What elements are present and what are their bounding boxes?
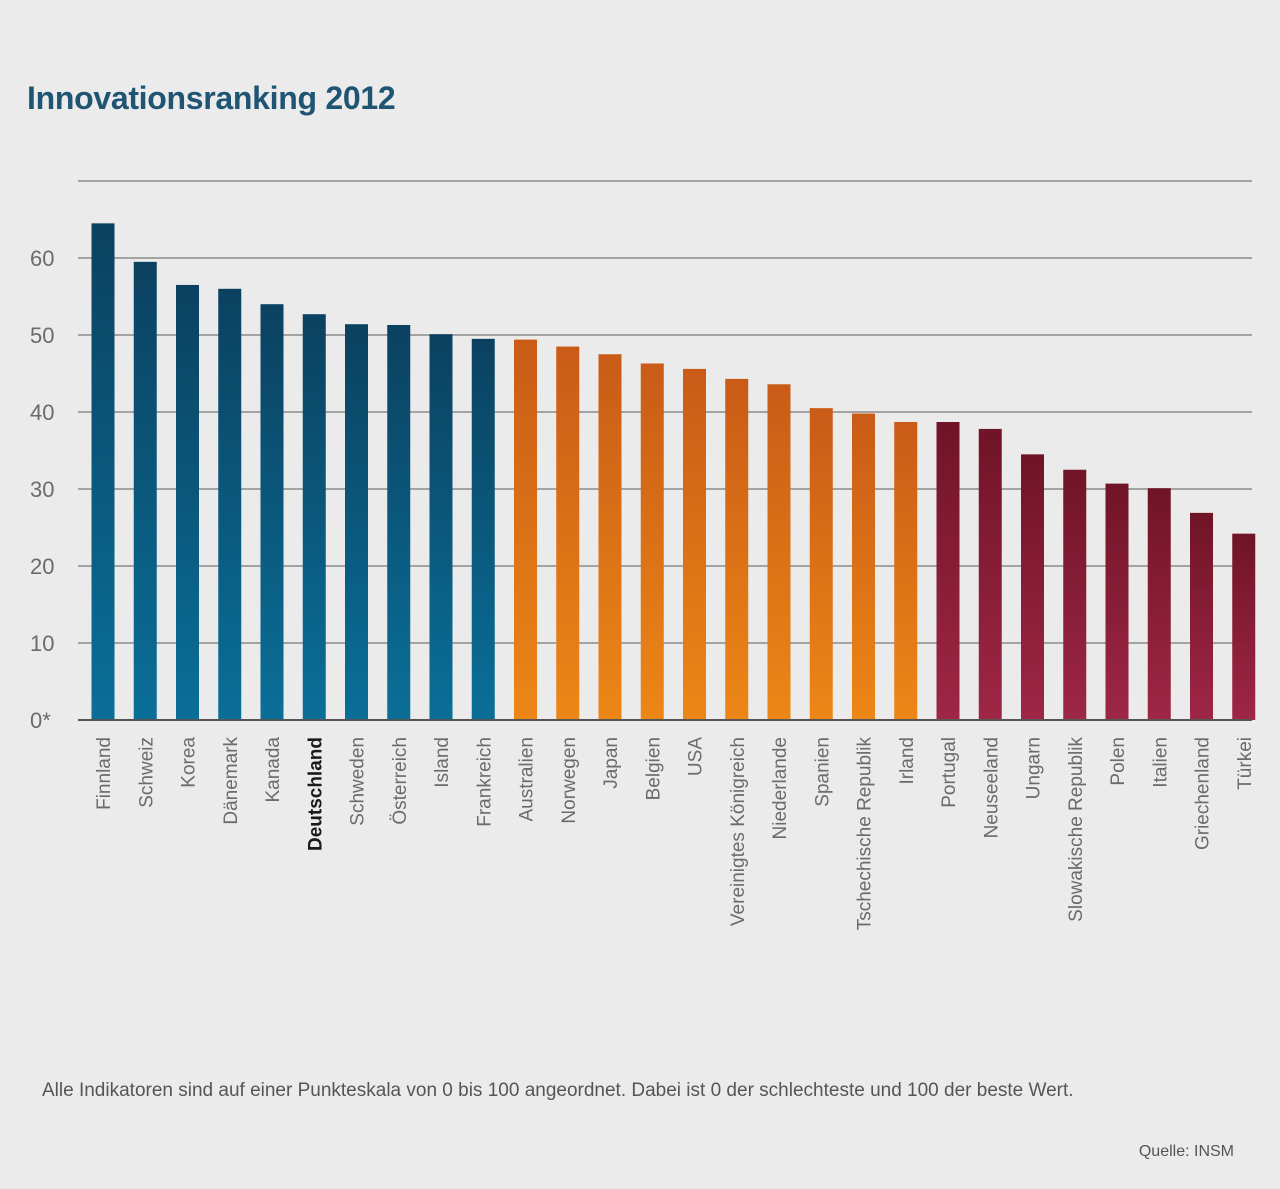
x-tick-label: Schweden bbox=[348, 737, 369, 826]
x-tick-label: Kanada bbox=[263, 737, 284, 803]
bar-belgien bbox=[640, 363, 664, 720]
bars bbox=[91, 223, 1256, 720]
x-tick-label: Australien bbox=[517, 737, 538, 822]
bar-niederlande bbox=[767, 384, 791, 720]
x-tick-label: Italien bbox=[1150, 737, 1171, 788]
bar-portugal bbox=[936, 422, 960, 720]
x-tick-label: Griechenland bbox=[1193, 737, 1214, 850]
bar-chart: 0* 10 20 30 40 50 60 Finnland Schweiz Korea Dänem… bbox=[30, 180, 1256, 931]
bar-korea bbox=[176, 284, 199, 720]
x-tick-label: Frankreich bbox=[474, 737, 495, 827]
bar-dänemark bbox=[218, 288, 242, 720]
bar-österreich bbox=[387, 324, 411, 720]
x-tick-label: Portugal bbox=[939, 737, 960, 808]
bar-ungarn bbox=[1021, 454, 1044, 720]
bar-irland bbox=[894, 422, 918, 720]
bar-kanada bbox=[260, 304, 284, 720]
y-tick-label: 60 bbox=[30, 246, 54, 271]
x-tick-label: USA bbox=[686, 737, 707, 776]
x-axis-labels: Finnland Schweiz Korea Dänemark Kanada Deutsc… bbox=[94, 737, 1256, 931]
x-tick-label: Ungarn bbox=[1024, 737, 1045, 799]
x-tick-label: Türkei bbox=[1235, 737, 1256, 790]
x-tick-label: Slowakische Republik bbox=[1066, 737, 1087, 922]
bar-türkei bbox=[1232, 533, 1256, 720]
y-tick-label: 30 bbox=[30, 477, 54, 502]
x-tick-label: Belgien bbox=[643, 737, 664, 800]
x-tick-label: Dänemark bbox=[221, 737, 242, 825]
bar-australien bbox=[514, 339, 537, 720]
x-tick-label: Korea bbox=[179, 737, 200, 788]
y-axis-ticks: 0* 10 20 30 40 50 60 bbox=[30, 246, 54, 733]
bar-slowakische-republik bbox=[1063, 469, 1087, 720]
x-tick-label: Neuseeland bbox=[981, 737, 1002, 838]
bar-finnland bbox=[91, 223, 115, 720]
bar-frankreich bbox=[471, 338, 495, 720]
x-tick-label: Norwegen bbox=[559, 737, 580, 824]
x-tick-label: Spanien bbox=[812, 737, 833, 807]
bar-vereinigtes-königreich bbox=[725, 378, 749, 720]
bar-polen bbox=[1105, 483, 1129, 720]
bar-island bbox=[429, 334, 453, 720]
y-tick-label: 50 bbox=[30, 323, 54, 348]
y-tick-label: 40 bbox=[30, 400, 54, 425]
bar-schweden bbox=[345, 324, 368, 720]
bar-griechenland bbox=[1190, 512, 1213, 720]
bar-neuseeland bbox=[978, 428, 1002, 720]
footnote: Alle Indikatoren sind auf einer Punktesk… bbox=[42, 1080, 1074, 1101]
bar-usa bbox=[683, 368, 706, 720]
y-tick-label: 0* bbox=[30, 708, 51, 733]
bar-schweiz bbox=[133, 261, 157, 720]
x-tick-label: Polen bbox=[1108, 737, 1129, 786]
x-tick-label: Schweiz bbox=[136, 737, 157, 808]
bar-norwegen bbox=[556, 346, 580, 720]
x-tick-label: Irland bbox=[897, 737, 918, 785]
x-tick-label: Japan bbox=[601, 737, 622, 789]
x-tick-label: Deutschland bbox=[305, 737, 326, 851]
x-tick-label: Tschechische Republik bbox=[855, 737, 876, 931]
y-tick-label: 10 bbox=[30, 631, 54, 656]
bar-italien bbox=[1147, 488, 1171, 720]
x-tick-label: Vereinigtes Königreich bbox=[728, 737, 749, 926]
y-tick-label: 20 bbox=[30, 554, 54, 579]
bar-japan bbox=[598, 354, 622, 720]
x-tick-label: Finnland bbox=[94, 737, 115, 810]
x-tick-label: Österreich bbox=[390, 737, 411, 825]
bar-tschechische-republik bbox=[852, 413, 875, 720]
bar-spanien bbox=[809, 408, 833, 720]
x-tick-label: Island bbox=[432, 737, 453, 788]
source-note: Quelle: INSM bbox=[1138, 1143, 1234, 1160]
bar-deutschland bbox=[302, 314, 326, 720]
x-tick-label: Niederlande bbox=[770, 737, 791, 839]
chart-title: Innovationsranking 2012 bbox=[27, 80, 396, 116]
